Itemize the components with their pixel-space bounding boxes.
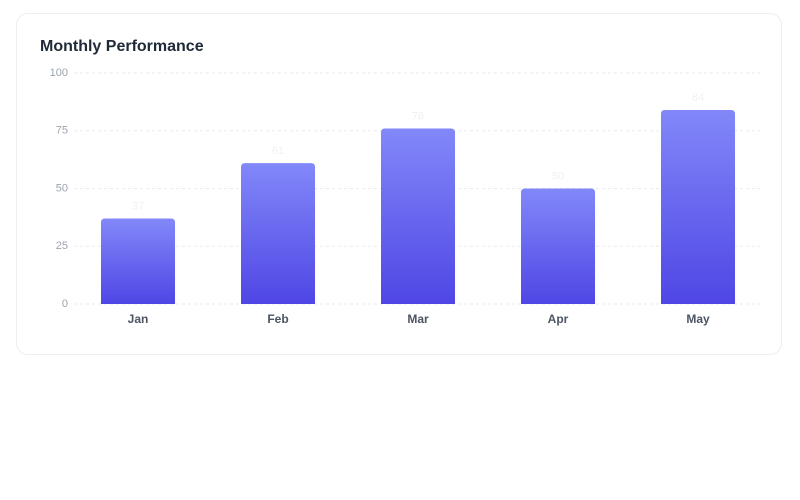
value-label: 76 [412,110,424,122]
bar [521,188,595,304]
x-tick-label: Jan [128,312,149,326]
x-tick-label: Mar [407,312,429,326]
chart-title: Monthly Performance [40,38,204,55]
value-label: 50 [552,170,564,182]
bar [381,128,455,304]
bar [101,218,175,304]
x-tick-label: Apr [548,312,569,326]
value-label: 61 [272,145,284,157]
value-label: 37 [132,200,144,212]
x-tick-label: May [686,312,710,326]
y-tick-label: 75 [56,125,68,137]
bar [661,109,735,305]
y-tick-label: 0 [62,298,68,310]
bar [241,163,315,304]
y-tick-label: 100 [50,67,68,79]
x-tick-label: Feb [267,312,288,326]
y-tick-label: 50 [56,182,68,194]
y-tick-label: 25 [56,240,68,252]
value-label: 84 [692,92,704,104]
